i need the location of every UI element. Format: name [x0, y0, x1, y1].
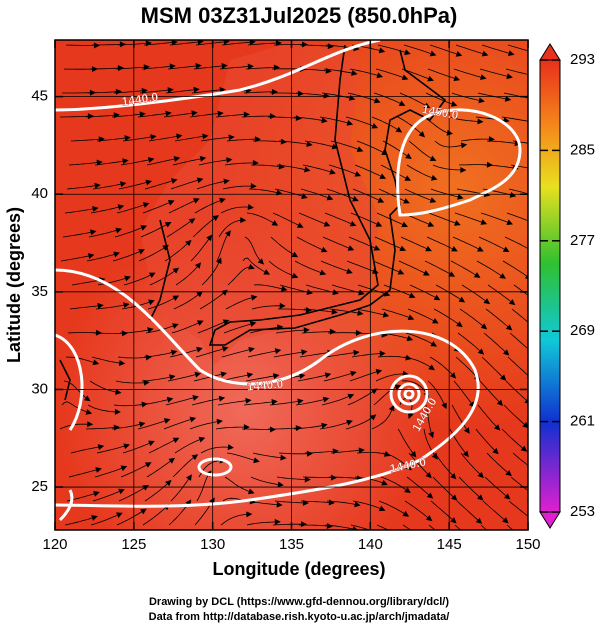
y-tick-label: 45	[31, 88, 48, 105]
flow-arrow	[533, 468, 540, 474]
map-field	[55, 39, 547, 548]
flow-arrow	[529, 349, 535, 355]
colorbar-tick-label: 293	[570, 51, 595, 68]
x-axis-label: Longitude (degrees)	[212, 559, 385, 579]
flow-arrow	[529, 516, 536, 522]
colorbar-tick-label: 269	[570, 322, 595, 339]
flow-arrow	[532, 325, 539, 331]
x-tick-label: 145	[437, 536, 462, 553]
x-tick-label: 120	[42, 536, 67, 553]
colorbar-tick-label: 277	[570, 232, 595, 249]
footer-note: Data from http://database.rish.kyoto-u.a…	[149, 611, 450, 623]
x-tick-label: 130	[200, 536, 225, 553]
x-tick-label: 135	[279, 536, 304, 553]
flow-arrow	[500, 542, 506, 548]
flow-arrow	[532, 220, 539, 226]
y-tick-label: 25	[31, 478, 48, 495]
footer-note: Drawing by DCL (https://www.gfd-dennou.o…	[149, 596, 449, 608]
streamline	[94, 333, 124, 334]
colorbar-tick-label: 261	[570, 413, 595, 430]
flow-arrow	[533, 73, 540, 79]
y-axis-label: Latitude (degrees)	[4, 207, 24, 363]
x-tick-label: 150	[515, 536, 540, 553]
y-tick-label: 35	[31, 283, 48, 300]
y-tick-label: 30	[31, 380, 48, 397]
flow-arrow	[424, 539, 431, 545]
colorbar-tick-label: 253	[570, 503, 595, 520]
flow-arrow	[529, 118, 535, 124]
x-tick-label: 125	[121, 536, 146, 553]
flow-arrow	[529, 247, 536, 253]
colorbar	[540, 60, 560, 512]
flow-arrow	[531, 96, 537, 102]
flow-arrow	[531, 492, 538, 498]
colorbar-extend	[540, 512, 560, 528]
x-tick-label: 140	[358, 536, 383, 553]
y-tick-label: 40	[31, 185, 48, 202]
chart-title: MSM 03Z31Jul2025 (850.0hPa)	[141, 3, 458, 28]
flow-arrow	[473, 542, 479, 548]
colorbar-extend	[540, 44, 560, 60]
flow-arrow	[400, 535, 407, 541]
colorbar-tick-label: 285	[570, 141, 595, 158]
flow-arrow	[534, 50, 541, 56]
